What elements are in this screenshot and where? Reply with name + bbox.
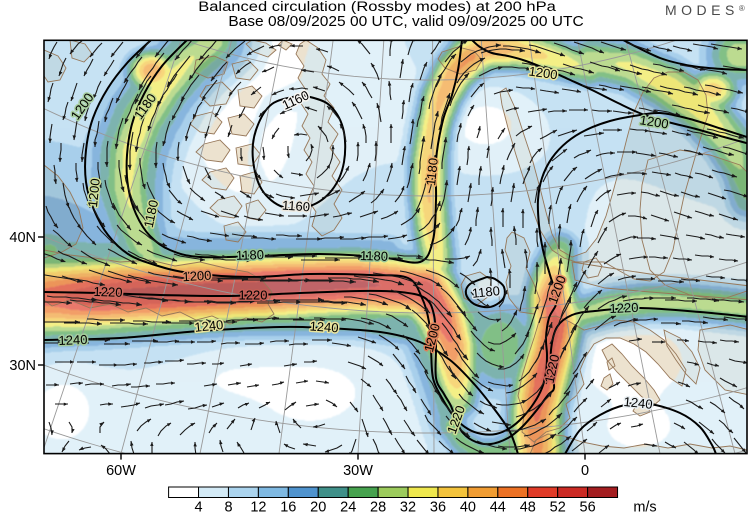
svg-text:1240: 1240 [623,394,653,412]
svg-text:1180: 1180 [471,283,500,301]
svg-text:1200: 1200 [639,112,670,131]
svg-text:1180: 1180 [236,247,264,263]
svg-text:1220: 1220 [239,287,268,302]
svg-text:16: 16 [280,500,296,516]
svg-text:32: 32 [400,500,416,516]
svg-text:1180: 1180 [423,157,441,186]
svg-text:36: 36 [430,500,446,516]
svg-text:1240: 1240 [58,332,87,348]
svg-text:1180: 1180 [360,248,388,264]
svg-text:1200: 1200 [182,268,212,284]
svg-text:1240: 1240 [309,318,339,335]
svg-text:52: 52 [550,500,566,516]
svg-text:4: 4 [194,500,202,516]
svg-text:12: 12 [250,500,266,516]
svg-text:56: 56 [580,500,596,516]
svg-text:1220: 1220 [609,300,638,316]
svg-text:8: 8 [224,500,232,516]
svg-text:m/s: m/s [633,500,656,516]
svg-text:1200: 1200 [528,64,559,83]
svg-text:1200: 1200 [85,178,103,208]
svg-text:48: 48 [520,500,536,516]
svg-text:20: 20 [310,500,326,516]
svg-text:28: 28 [370,500,386,516]
svg-text:1180: 1180 [141,199,161,229]
svg-text:1220: 1220 [93,284,122,300]
svg-text:24: 24 [340,500,356,516]
svg-text:1160: 1160 [282,197,311,214]
svg-text:44: 44 [490,500,506,516]
svg-text:40: 40 [460,500,476,516]
svg-text:1240: 1240 [194,317,224,335]
